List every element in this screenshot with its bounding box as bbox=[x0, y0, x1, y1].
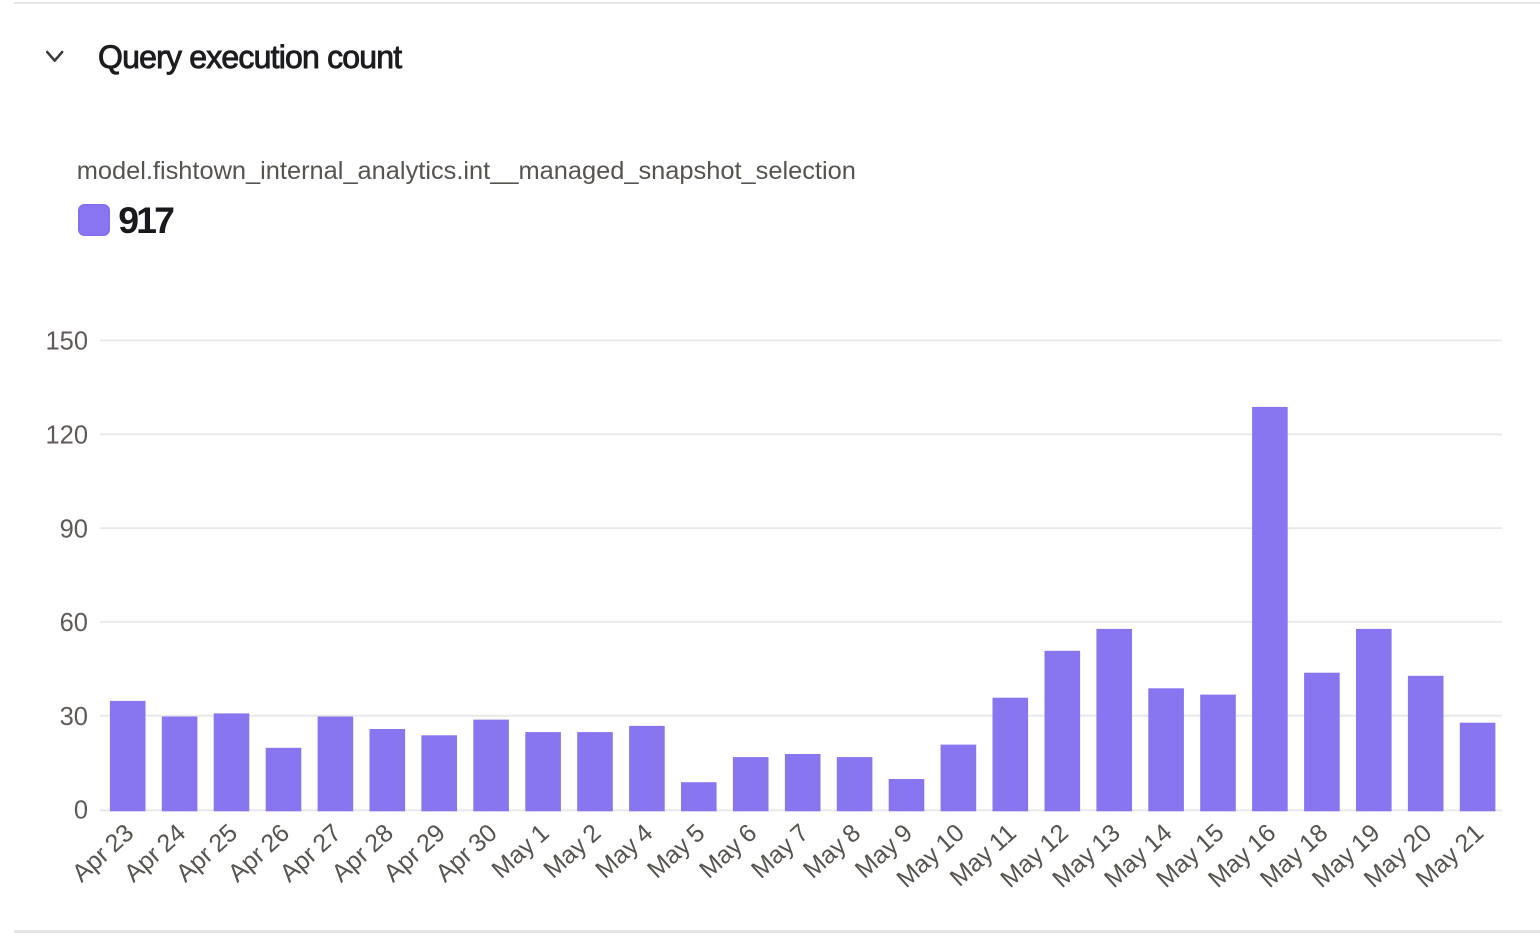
svg-text:May 7: May 7 bbox=[746, 819, 814, 884]
svg-text:May 6: May 6 bbox=[694, 819, 762, 884]
svg-text:30: 30 bbox=[60, 703, 88, 731]
svg-text:60: 60 bbox=[60, 609, 88, 637]
svg-text:120: 120 bbox=[45, 422, 88, 450]
svg-text:May 8: May 8 bbox=[798, 819, 866, 884]
svg-text:150: 150 bbox=[45, 328, 88, 356]
svg-text:May 1: May 1 bbox=[486, 819, 554, 884]
svg-text:May 2: May 2 bbox=[538, 819, 606, 884]
svg-text:90: 90 bbox=[60, 515, 88, 543]
svg-text:0: 0 bbox=[74, 797, 88, 825]
svg-text:May 5: May 5 bbox=[642, 819, 710, 884]
svg-text:May 4: May 4 bbox=[590, 819, 658, 884]
